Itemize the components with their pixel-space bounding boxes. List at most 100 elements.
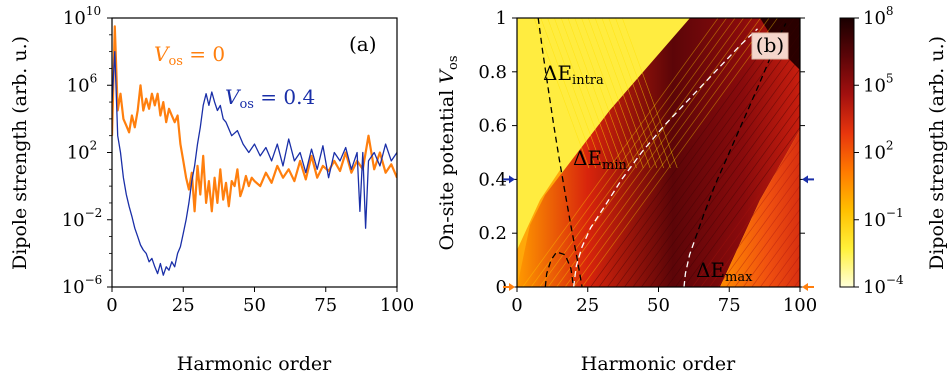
heatmap-streak — [601, 18, 658, 169]
x-tick-label: 25 — [576, 295, 599, 316]
heatmap-streak — [709, 161, 800, 287]
y-tick-label: 106 — [67, 71, 98, 96]
colorbar-tick-label: 108 — [863, 4, 894, 29]
colorbar-tick-label: 102 — [863, 139, 894, 164]
heatmap-streak — [540, 18, 597, 169]
heatmap-streak — [621, 18, 678, 169]
heatmap-streak — [658, 91, 800, 287]
legend-series-vos-0-4: Vos = 0.4 — [225, 85, 315, 112]
x-tick-label: 50 — [243, 295, 266, 316]
heatmap-streak — [666, 103, 800, 287]
colorbar-bar — [839, 17, 855, 288]
y-tick-label: 0 — [496, 277, 507, 298]
dashed-curve-0 — [537, 18, 583, 287]
panel-a-lines — [112, 25, 397, 276]
panel-a-x-label: Harmonic order — [177, 353, 332, 375]
heatmap-streak — [743, 208, 800, 287]
dashed-curve-3 — [683, 238, 696, 287]
x-tick-label: 0 — [106, 295, 117, 316]
panel-a: 0 25 50 75 100 10−6 10−2 102 106 1010 Harmonic o… — [9, 4, 414, 375]
dashed-curve-2 — [544, 251, 575, 287]
series-line-0 — [112, 25, 397, 213]
panel-b-y-ticks: 0 0.2 0.4 0.6 0.8 1 — [478, 8, 805, 298]
heatmap-curves — [537, 18, 787, 287]
heatmap-streak — [588, 18, 644, 169]
heatmap-streak — [615, 33, 800, 287]
x-tick-label: 50 — [647, 295, 670, 316]
heatmap-streak — [641, 68, 800, 287]
heatmap-streak — [556, 18, 753, 287]
x-tick-label: 75 — [314, 295, 337, 316]
heatmap-streak — [574, 18, 631, 169]
y-tick-label: 0.2 — [478, 223, 507, 244]
heatmap-image — [517, 18, 800, 287]
x-tick-label: 100 — [783, 295, 817, 316]
marker-arrow-right-head — [802, 175, 808, 184]
heatmap-streak — [649, 79, 800, 287]
heatmap-streak — [573, 18, 770, 287]
y-tick-label: 0.8 — [478, 62, 507, 83]
heatmap-streak — [692, 138, 800, 287]
y-tick-label: 10−2 — [62, 206, 103, 231]
heatmap-streak — [522, 18, 719, 287]
panel-b-y-label: On-site potential Vos — [436, 55, 461, 250]
panel-a-y-label: Dipole strength (arb. u.) — [9, 36, 31, 270]
marker-arrow-left-head — [509, 175, 515, 184]
y-tick-label: 1010 — [63, 4, 101, 29]
panel-b-label-box — [751, 32, 789, 60]
curve-label-intra: ΔEintra — [543, 61, 604, 88]
heatmap-streak — [700, 150, 800, 287]
x-tick-label: 0 — [511, 295, 522, 316]
heatmap-streak — [554, 18, 610, 169]
heatmap-streak — [564, 18, 762, 287]
heatmap-streak — [594, 18, 651, 169]
heatmap-streak — [675, 115, 800, 287]
y-tick-label: 102 — [67, 139, 98, 164]
heatmap-streak — [539, 18, 736, 287]
heatmap-streak — [615, 18, 671, 169]
panel-a-y-ticks: 10−6 10−2 102 106 1010 — [62, 4, 112, 298]
series-line-1 — [112, 50, 397, 276]
heatmap-streak — [632, 56, 800, 287]
heatmap-streak — [751, 220, 800, 287]
panel-b-arrows — [503, 175, 814, 291]
y-tick-label: 0.6 — [478, 116, 507, 137]
y-tick-label: 10−6 — [62, 273, 103, 298]
panel-b: 0 25 50 75 100 0 0.2 0.4 0.6 0.8 1 Harmonic order… — [436, 8, 817, 375]
panel-a-x-ticks: 0 25 50 75 100 — [106, 287, 414, 316]
heatmap-streak — [717, 173, 800, 287]
colorbar-tick-label: 105 — [863, 71, 894, 96]
heatmap-streak — [734, 196, 800, 287]
heatmap-streak — [726, 185, 800, 287]
colorbar-label: Dipole strength (arb. u.) — [926, 36, 948, 270]
panel-b-x-ticks: 0 25 50 75 100 — [511, 287, 817, 316]
x-tick-label: 100 — [380, 295, 414, 316]
curve-label-min: ΔEmin — [573, 146, 628, 173]
heatmap-streak — [683, 126, 800, 287]
heatmap-streaks — [522, 18, 800, 287]
y-tick-label: 0.4 — [478, 169, 507, 190]
panel-b-label: (b) — [756, 33, 784, 57]
heatmap-streak — [547, 18, 745, 287]
colorbar-tick-label: 10−1 — [863, 206, 904, 231]
heatmap-streak — [760, 231, 800, 287]
legend-series-vos-0: Vos = 0 — [154, 42, 225, 69]
heatmap-streak — [581, 18, 637, 169]
heatmap-main-band — [517, 18, 800, 287]
colorbar: 10−4 10−1 102 105 108 Dipole strength (arb. … — [839, 4, 948, 298]
heatmap-streak — [547, 18, 603, 169]
marker-arrow-left-head — [509, 283, 515, 291]
panel-b-x-label: Harmonic order — [581, 353, 736, 375]
x-tick-label: 75 — [718, 295, 741, 316]
heatmap-streak — [533, 18, 590, 169]
y-tick-label: 1 — [496, 8, 507, 29]
colorbar-ticks: 10−4 10−1 102 105 108 — [854, 4, 904, 298]
curve-label-max: ΔEmax — [696, 258, 753, 285]
x-tick-label: 25 — [172, 295, 195, 316]
heatmap-streak — [608, 18, 664, 169]
heatmap-streak — [560, 18, 617, 169]
heatmap-high-order-region — [720, 130, 800, 287]
panel-a-label: (a) — [349, 32, 377, 56]
heatmap-streak — [567, 18, 624, 169]
